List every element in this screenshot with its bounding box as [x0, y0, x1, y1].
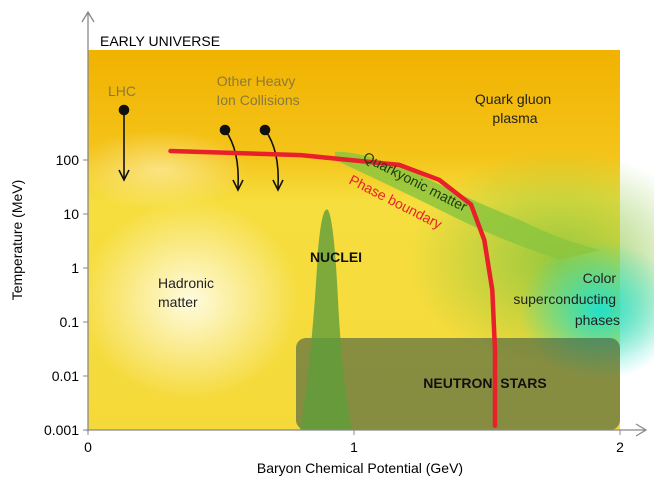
annotation: LHC [108, 83, 136, 99]
y-tick-label: 100 [56, 152, 80, 168]
annotation-line: Quark gluon [475, 91, 551, 107]
annotation-line: plasma [492, 110, 537, 126]
annotation-line: superconducting [513, 291, 616, 307]
page: {"chart_data": { "type": "phase", "title… [0, 0, 654, 483]
background [70, 50, 654, 430]
x-tick-label: 0 [84, 439, 92, 455]
x-axis-label: Baryon Chemical Potential (GeV) [257, 460, 463, 476]
annotation-line: phases [575, 312, 620, 328]
annotation-line: Ion Collisions [216, 92, 299, 108]
chart-title: EARLY UNIVERSE [100, 33, 220, 49]
x-tick-label: 2 [616, 439, 624, 455]
y-tick-label: 0.1 [60, 314, 80, 330]
y-tick-label: 10 [63, 206, 79, 222]
annotation-line: Other Heavy [217, 73, 296, 89]
y-axis-label: Temperature (MeV) [9, 180, 25, 301]
annotation-line: Hadronic [158, 275, 214, 291]
y-tick-label: 0.001 [44, 422, 79, 438]
chart: EARLY UNIVERSE Baryon Chemical Potential… [0, 0, 654, 483]
annotation-line: matter [158, 294, 198, 310]
x-tick-label: 1 [350, 439, 358, 455]
y-tick-label: 0.01 [52, 368, 79, 384]
annotation: NUCLEI [310, 249, 362, 265]
annotation: NEUTRON STARS [423, 375, 546, 391]
annotation-line: Color [583, 270, 617, 286]
y-tick-label: 1 [71, 260, 79, 276]
